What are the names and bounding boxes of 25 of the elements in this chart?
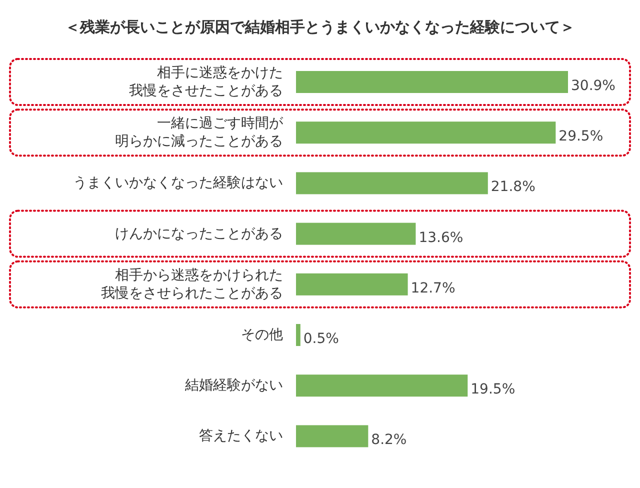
data-label: 29.5% [558, 128, 604, 145]
bar [296, 122, 556, 144]
y-tick-label: 答えたくない [199, 428, 283, 444]
y-tick-label: 一緒に過ごす時間が明らかに減ったことがある [115, 116, 284, 150]
bar [296, 273, 408, 296]
data-label: 13.6% [418, 230, 464, 246]
data-label: 21.8% [490, 179, 536, 196]
data-label: 0.5% [303, 331, 339, 347]
bar [296, 172, 488, 194]
y-tick-label: その他 [241, 327, 283, 343]
y-tick-label: けんかになったことがある [115, 226, 283, 242]
chart-title: ＜残業が長いことが原因で結婚相手とうまくいかなくなった経験について＞ [65, 18, 575, 36]
data-label: 19.5% [470, 382, 516, 398]
data-label: 12.7% [410, 280, 456, 296]
bar [296, 71, 568, 93]
y-tick-label: 結婚経験がない [184, 378, 283, 394]
data-label: 30.9% [571, 78, 616, 94]
bar [296, 425, 368, 448]
bar [296, 222, 416, 245]
y-tick-label: 相手から迷惑をかけられた我慢をさせられたことがある [101, 267, 283, 302]
y-tick-label: 相手に迷惑をかけた我慢をさせたことがある [129, 65, 283, 99]
bar [296, 374, 468, 397]
data-label: 8.2% [371, 432, 407, 448]
bar [296, 324, 300, 346]
y-tick-label: うまくいかなくなった経験はない [73, 175, 283, 192]
